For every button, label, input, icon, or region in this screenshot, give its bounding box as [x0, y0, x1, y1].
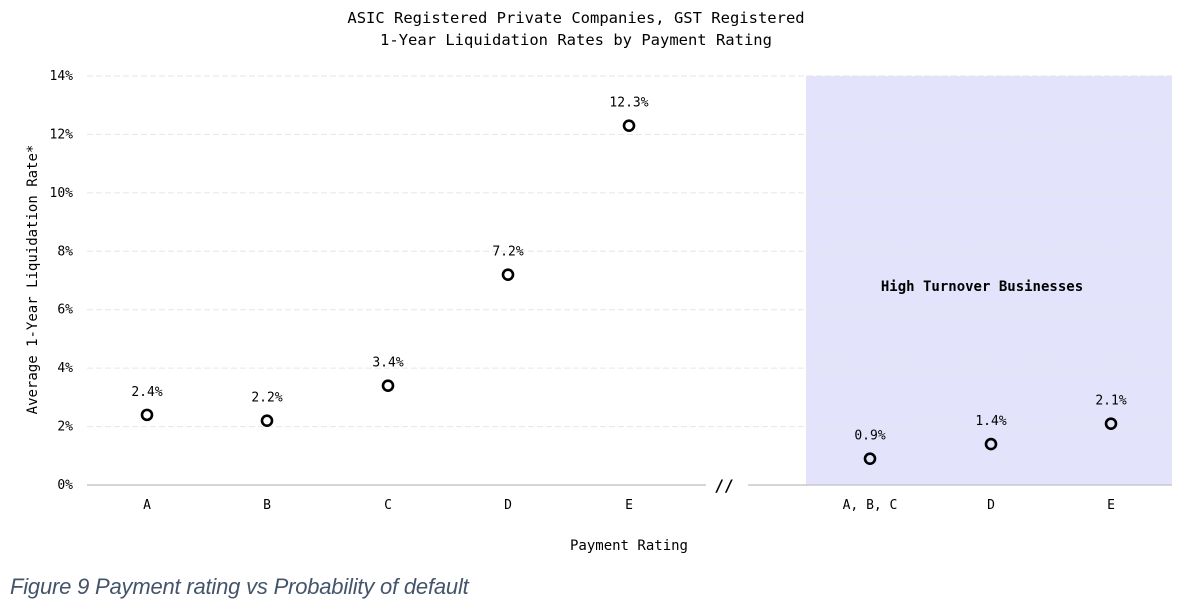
x-tick-label: B: [263, 498, 271, 513]
high-turnover-region: [806, 76, 1172, 485]
y-tick-label: 10%: [50, 186, 74, 201]
chart: 0% 2% 4% 6% 8% 10% 12% 14% // A B C D E A, B, C D E 2.…: [25, 9, 1172, 554]
axis-break-marker: //: [714, 476, 733, 495]
x-tick-label: C: [384, 498, 392, 513]
x-axis-ticks: A B C D E A, B, C D E: [143, 498, 1115, 513]
data-point: [501, 268, 515, 281]
data-label: 3.4%: [372, 356, 403, 371]
y-tick-label: 14%: [50, 69, 74, 84]
x-tick-label: E: [1107, 498, 1115, 513]
data-points: 2.4% 2.2% 3.4% 7.2% 12.3% 0.9% 1.4% 2.1%: [131, 96, 1127, 466]
data-label: 7.2%: [492, 245, 523, 260]
data-label: 12.3%: [609, 96, 648, 111]
data-label: 0.9%: [854, 429, 885, 444]
data-label: 2.1%: [1095, 394, 1126, 409]
data-point: [863, 452, 877, 466]
x-tick-label: D: [987, 498, 995, 513]
data-point: [984, 437, 998, 451]
chart-title-line-1: ASIC Registered Private Companies, GST R…: [347, 9, 804, 27]
y-tick-label: 6%: [57, 303, 73, 318]
y-tick-label: 2%: [57, 420, 73, 435]
y-tick-label: 4%: [57, 361, 73, 376]
x-tick-label: E: [625, 498, 633, 513]
data-label: 2.4%: [131, 385, 162, 400]
x-axis-label: Payment Rating: [570, 538, 688, 554]
figure-caption: Figure 9 Payment rating vs Probability o…: [10, 574, 469, 599]
y-tick-label: 12%: [50, 127, 74, 142]
y-axis-label: Average 1-Year Liquidation Rate*: [25, 145, 41, 415]
data-point: [622, 119, 636, 132]
data-point: [381, 379, 395, 392]
data-point: [1104, 417, 1118, 430]
x-tick-label: A: [143, 498, 151, 513]
data-label: 2.2%: [251, 391, 282, 406]
y-tick-label: 8%: [57, 244, 73, 259]
high-turnover-label: High Turnover Businesses: [881, 279, 1083, 295]
y-tick-label: 0%: [57, 478, 73, 493]
data-point: [140, 408, 154, 422]
x-tick-label: D: [504, 498, 512, 513]
y-axis: 0% 2% 4% 6% 8% 10% 12% 14%: [50, 69, 74, 493]
chart-title-line-2: 1-Year Liquidation Rates by Payment Rati…: [380, 31, 772, 49]
data-point: [260, 414, 274, 428]
data-label: 1.4%: [975, 414, 1006, 429]
x-tick-label: A, B, C: [843, 498, 898, 513]
